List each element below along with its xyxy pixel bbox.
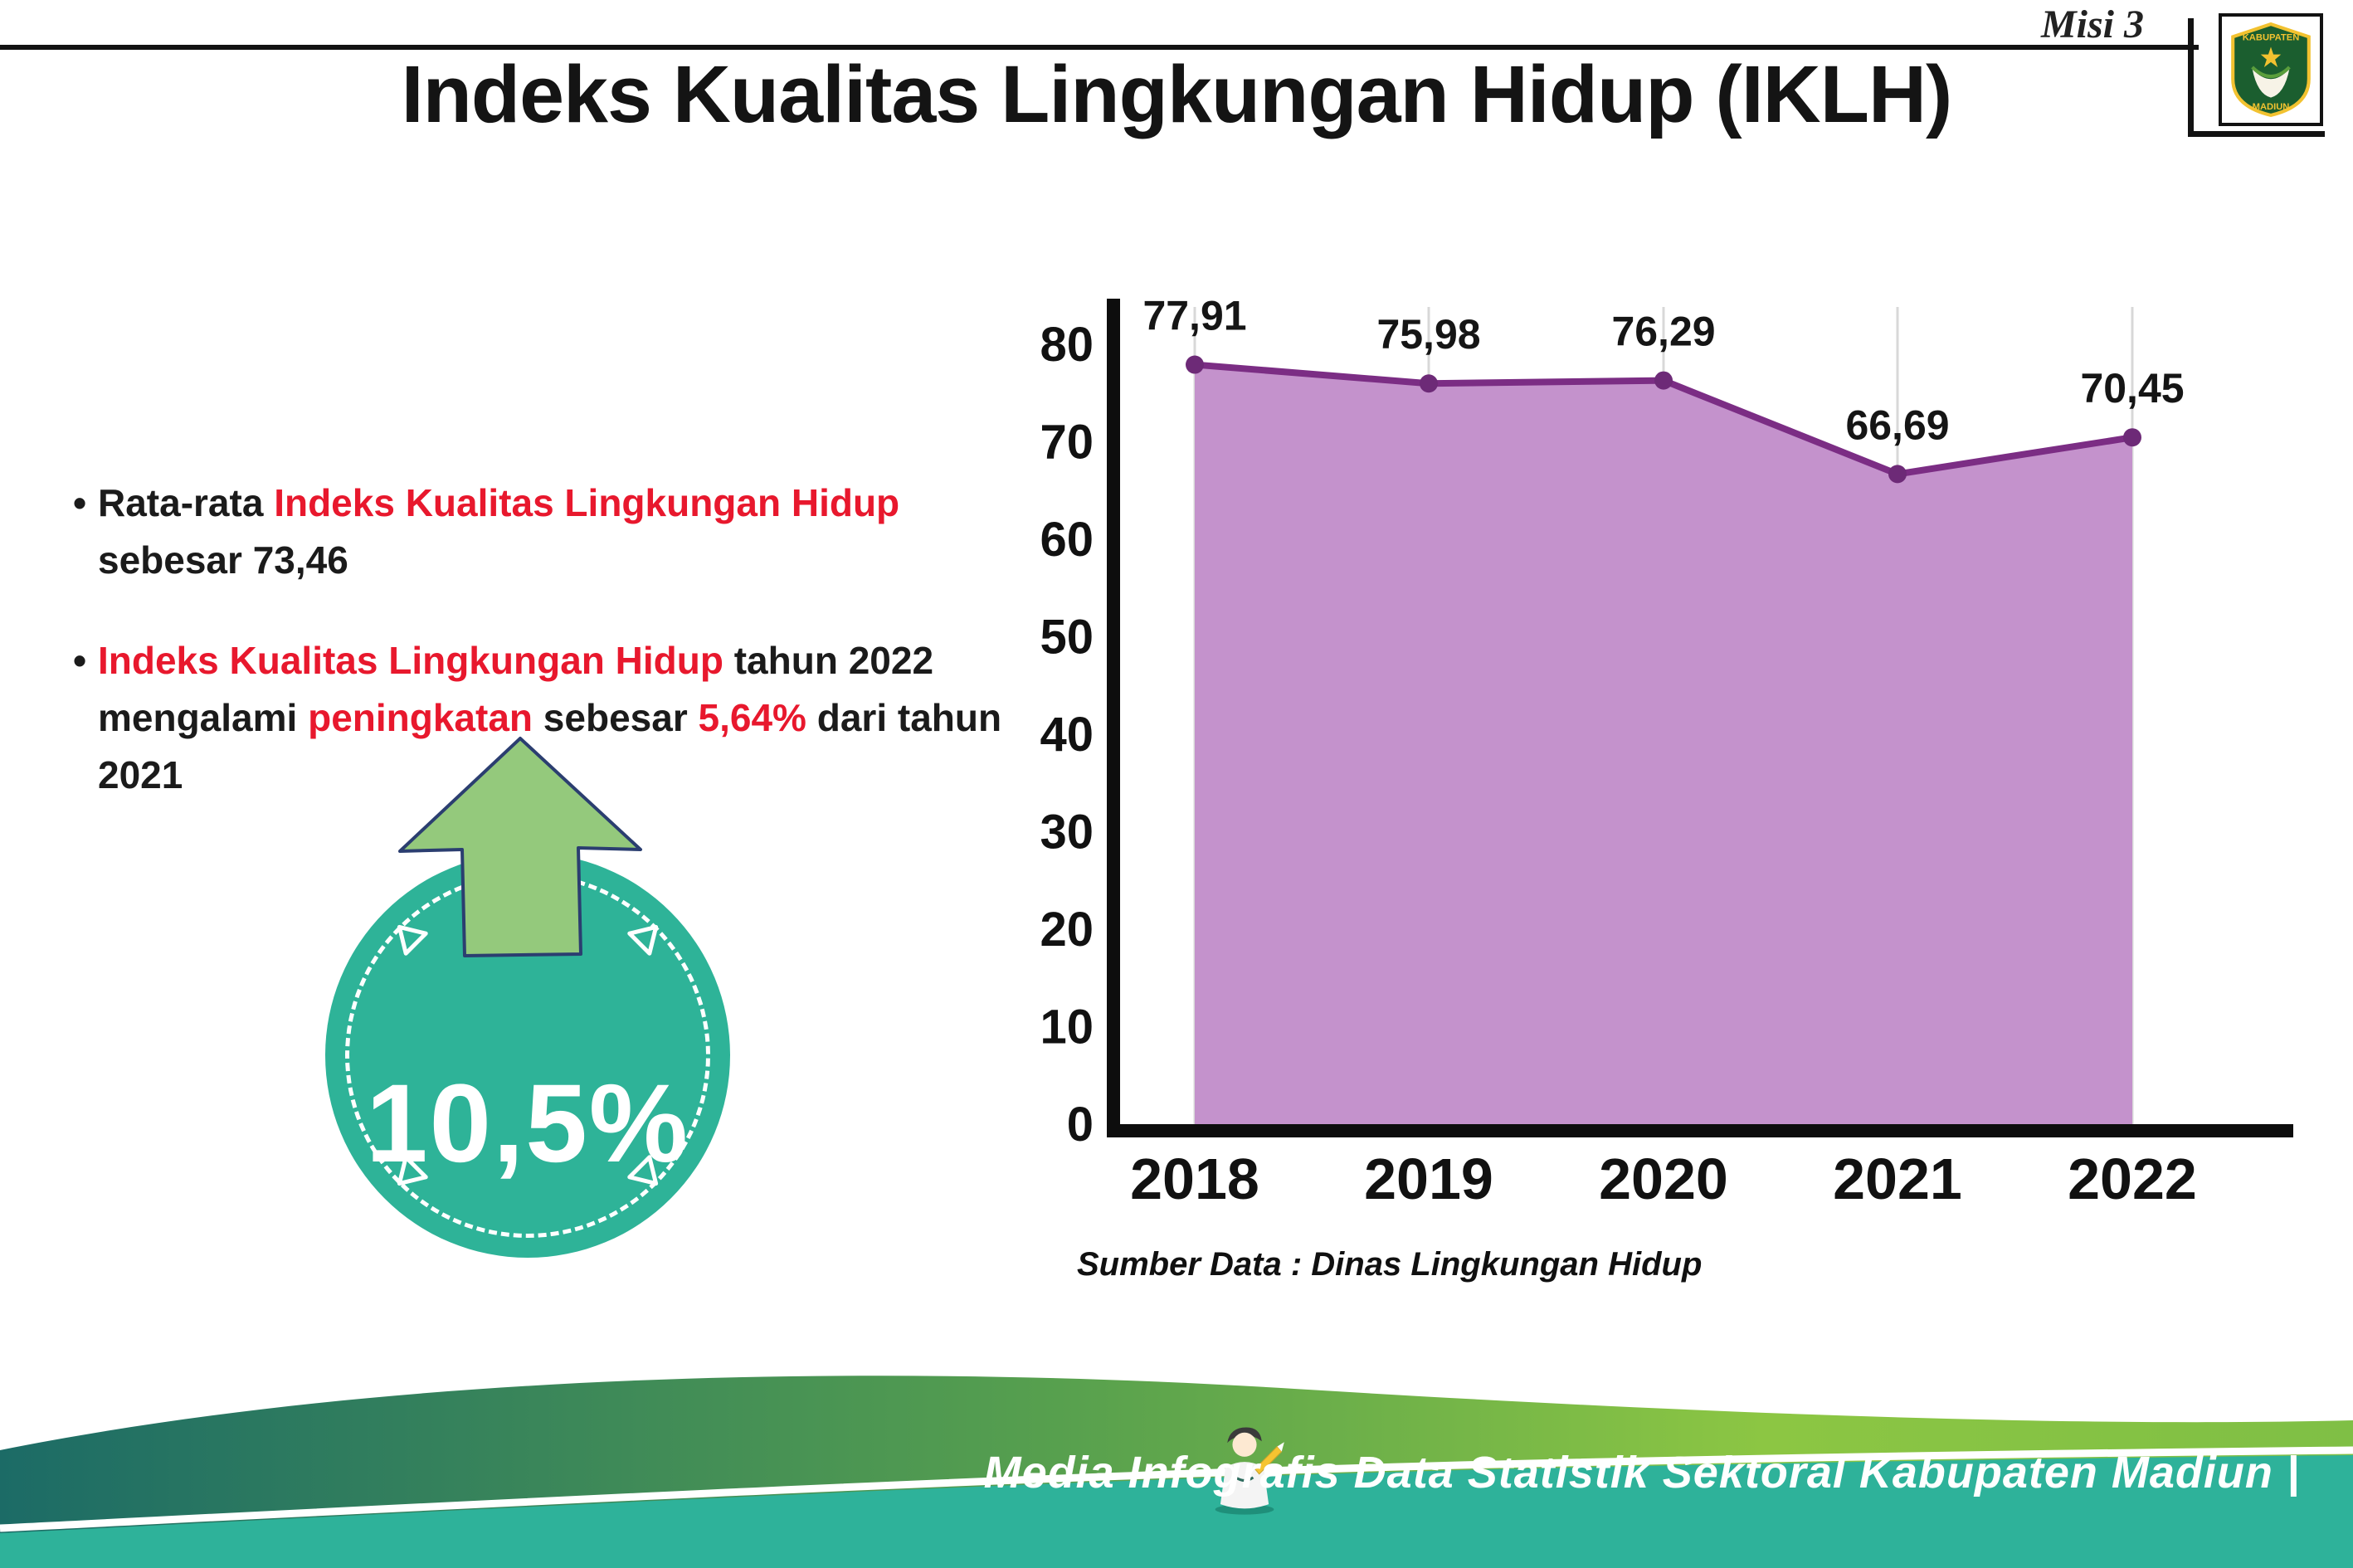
logo-bottom-text: MADIUN (2253, 102, 2290, 112)
top-rule (0, 45, 2199, 50)
footer-wave-separator (0, 1446, 2353, 1532)
text-segment: sebesar (533, 696, 699, 739)
data-source-label: Sumber Data : Dinas Lingkungan Hidup (1077, 1246, 1703, 1283)
crest-wreath (2251, 66, 2291, 79)
text-segment: sebesar 73,46 (98, 538, 348, 582)
page-title: Indeks Kualitas Lingkungan Hidup (IKLH) (401, 49, 1953, 139)
chart-point (1186, 355, 1204, 374)
chart-point (1888, 465, 1907, 484)
text-segment-highlight: peningkatan (308, 696, 533, 739)
chart-value-label: 75,98 (1376, 311, 1480, 358)
y-tick-label: 10 (1040, 1001, 1094, 1054)
chart-point (1420, 374, 1438, 393)
x-category-label: 2020 (1599, 1147, 1728, 1211)
chart-value-label: 70,45 (2080, 365, 2184, 411)
logo-frame: KABUPATEN MADIUN (2188, 13, 2325, 137)
chart-value-label: 66,69 (1845, 402, 1949, 448)
text-segment-highlight: Indeks Kualitas Lingkungan Hidup (98, 639, 723, 682)
y-tick-label: 0 (1067, 1098, 1094, 1152)
text-segment: Rata-rata (98, 481, 275, 524)
y-tick-label: 60 (1040, 513, 1094, 567)
chart-value-label: 77,91 (1142, 293, 1246, 339)
chart-point (2123, 428, 2141, 447)
x-category-label: 2022 (2068, 1147, 2197, 1211)
crest-icon: KABUPATEN MADIUN (2231, 22, 2311, 118)
ring-triangle-icon (627, 924, 659, 956)
mascot-icon (1215, 1427, 1284, 1515)
y-axis (1107, 299, 1120, 1137)
y-tick-label: 70 (1040, 416, 1094, 470)
crest-field (2252, 68, 2290, 98)
footer-wave (0, 1376, 2353, 1568)
y-tick-label: 30 (1040, 806, 1094, 859)
footer-wave-teal (0, 1455, 2353, 1568)
chart-point (1654, 371, 1673, 390)
chart-value-label: 76,29 (1611, 309, 1715, 355)
bullet-item-increase: Indeks Kualitas Lingkungan Hidup tahun 2… (73, 632, 1011, 804)
text-segment-highlight: 5,64% (698, 696, 806, 739)
bullet-item-average: Rata-rata Indeks Kualitas Lingkungan Hid… (73, 475, 1011, 589)
x-category-label: 2019 (1364, 1147, 1493, 1211)
x-category-label: 2021 (1833, 1147, 1962, 1211)
chart-area-fill (1195, 364, 2132, 1124)
logo-top-text: KABUPATEN (2243, 32, 2300, 42)
y-tick-label: 40 (1040, 708, 1094, 762)
y-tick-label: 20 (1040, 903, 1094, 957)
kabupaten-madiun-logo: KABUPATEN MADIUN (2219, 13, 2323, 126)
text-segment-highlight: Indeks Kualitas Lingkungan Hidup (274, 481, 900, 524)
ring-triangle-icon (397, 1155, 428, 1186)
misi-label: Misi 3 (2040, 2, 2144, 46)
y-tick-label: 80 (1040, 318, 1094, 372)
ring-decor (397, 924, 659, 1186)
iklh-area-chart: 77,91 75,98 76,29 66,69 70,45 0 10 20 30 40 50 60 70… (1040, 293, 2293, 1211)
x-category-label: 2018 (1130, 1147, 1259, 1211)
crest-star-icon (2260, 46, 2282, 67)
x-axis (1107, 1124, 2293, 1137)
text-segment: tahun 2022 mengalami (98, 639, 934, 739)
y-tick-label: 50 (1040, 611, 1094, 665)
footer-credit: Media Infografis Data Statistik Sektoral… (983, 1448, 2300, 1497)
chart-area-wrap: 77,91 75,98 76,29 66,69 70,45 0 10 20 30 40 50 60 70… (1021, 212, 2315, 1232)
crest-shield (2231, 22, 2311, 118)
bullet-list: Rata-rata Indeks Kualitas Lingkungan Hid… (73, 475, 1011, 847)
ring-triangle-icon (627, 1155, 659, 1186)
up-arrow-icon (398, 737, 642, 957)
ring-triangle-icon (397, 924, 428, 956)
percentage-value: 10,5% (366, 1062, 689, 1186)
text-segment: dari tahun 2021 (98, 696, 1002, 796)
